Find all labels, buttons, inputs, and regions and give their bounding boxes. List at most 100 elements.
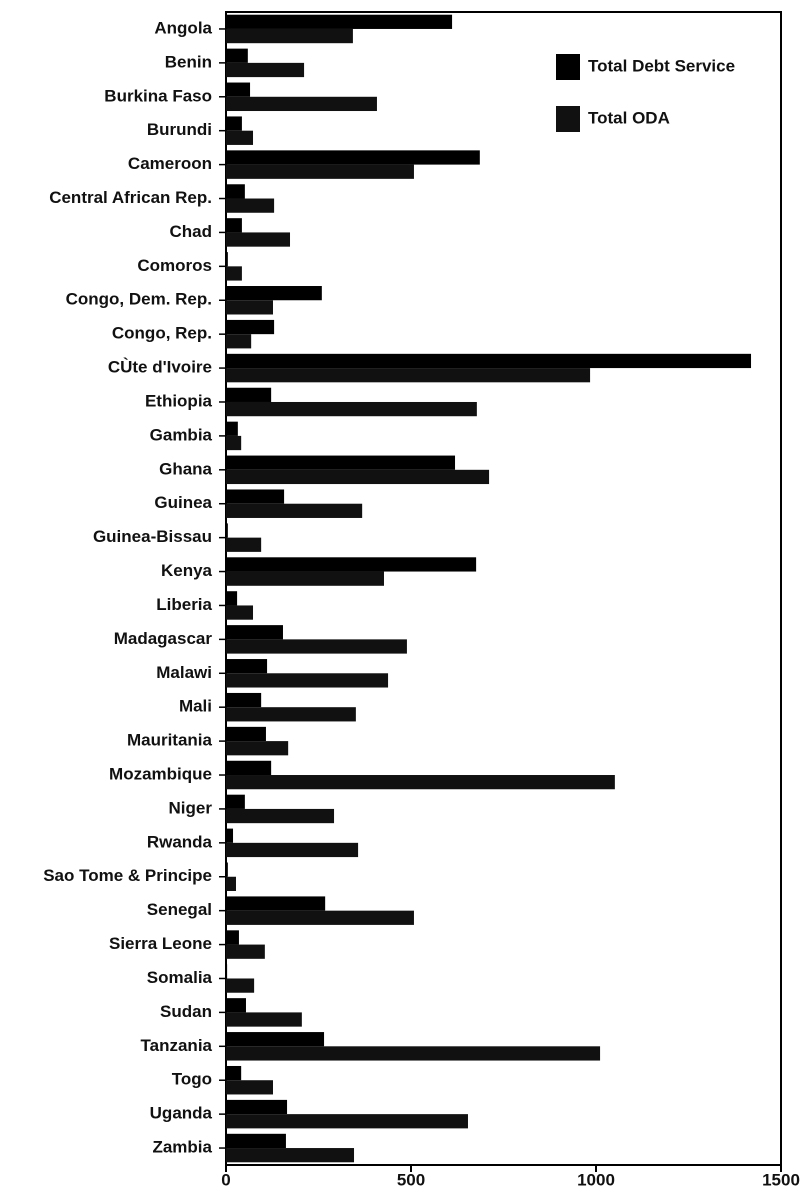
y-tick-label: Rwanda (147, 832, 213, 851)
bar (226, 896, 326, 911)
bar (226, 591, 238, 606)
y-tick-label: Zambia (152, 1138, 212, 1157)
y-tick-label: Togo (172, 1070, 212, 1089)
y-tick-label: Mali (179, 697, 212, 716)
y-tick-label: Benin (165, 52, 212, 71)
x-tick-label: 1000 (577, 1170, 615, 1189)
bar (226, 998, 246, 1013)
y-tick-label: Malawi (156, 663, 212, 682)
bar (226, 1012, 302, 1027)
bar (226, 489, 285, 504)
bar (226, 828, 234, 843)
legend-label: Total Debt Service (588, 56, 735, 75)
legend-swatch (556, 106, 580, 132)
bar (226, 808, 335, 824)
bar (226, 794, 245, 809)
bar (226, 401, 477, 417)
bar (226, 469, 490, 485)
y-tick-label: Sierra Leone (109, 934, 212, 953)
bar (226, 944, 265, 959)
bar (226, 910, 414, 925)
bar (226, 1065, 242, 1081)
bar (226, 286, 322, 301)
y-tick-label: Somalia (147, 968, 213, 987)
y-tick-label: Chad (170, 222, 213, 241)
bar (226, 726, 266, 742)
bar (226, 978, 255, 993)
bar (226, 300, 273, 315)
bar (226, 421, 238, 436)
bar (226, 62, 305, 78)
bar (226, 876, 236, 891)
y-tick-label: Congo, Dem. Rep. (66, 290, 212, 309)
bar (226, 930, 239, 945)
bar (226, 659, 268, 674)
y-tick-label: Central African Rep. (49, 188, 212, 207)
bar (226, 557, 477, 572)
bar (226, 692, 262, 708)
y-tick-label: Kenya (161, 561, 213, 580)
y-tick-label: Guinea-Bissau (93, 527, 212, 546)
plot-frame (225, 11, 782, 1166)
bar (226, 435, 242, 451)
bar (226, 1148, 355, 1163)
bar (226, 1046, 601, 1061)
y-tick-label: Mauritania (127, 731, 213, 750)
bar (226, 48, 248, 63)
x-tick-label: 500 (397, 1170, 425, 1189)
bar (226, 198, 275, 213)
bar (226, 673, 389, 688)
bar (226, 96, 377, 112)
bar (226, 1099, 288, 1115)
bar (226, 266, 242, 281)
bar (226, 503, 363, 518)
y-tick-label: Sudan (160, 1002, 212, 1021)
bar (226, 625, 283, 640)
y-tick-label: Sao Tome & Principe (43, 866, 212, 885)
bar (226, 862, 228, 877)
y-tick-label: Liberia (156, 595, 212, 614)
bar (226, 184, 245, 199)
y-tick-label: Comoros (137, 256, 212, 275)
bar (226, 964, 228, 979)
bar (226, 130, 254, 145)
y-tick-label: Ghana (159, 459, 212, 478)
bar (226, 842, 359, 858)
bar (226, 164, 414, 179)
bar (226, 14, 453, 29)
bar (226, 232, 291, 247)
bar (226, 319, 275, 335)
bar (226, 523, 228, 538)
y-tick-label: Gambia (150, 425, 213, 444)
x-tick-label: 1500 (762, 1170, 800, 1189)
bar (226, 1133, 286, 1149)
y-tick-label: Congo, Rep. (112, 324, 212, 343)
legend-swatch (556, 54, 580, 80)
bar (226, 571, 384, 586)
bar (226, 1080, 273, 1095)
bar (226, 707, 356, 722)
bar (226, 455, 456, 470)
bar (226, 334, 252, 349)
bar (226, 1114, 468, 1129)
legend-label: Total ODA (588, 108, 670, 127)
bar (226, 605, 254, 620)
y-tick-label: Tanzania (141, 1036, 213, 1055)
bar (226, 150, 480, 165)
bar (226, 28, 353, 44)
bar (226, 760, 272, 776)
bar (226, 775, 615, 790)
bar (226, 252, 228, 267)
y-tick-label: Madagascar (114, 629, 213, 648)
y-tick-label: Senegal (147, 900, 212, 919)
bar (226, 82, 251, 97)
bar (226, 741, 289, 756)
bar (226, 387, 272, 402)
y-tick-label: Guinea (154, 493, 212, 512)
bar (226, 368, 591, 383)
x-tick-label: 0 (221, 1170, 230, 1189)
bar (226, 218, 242, 233)
y-tick-label: Cameroon (128, 154, 212, 173)
y-tick-label: Burundi (147, 120, 212, 139)
